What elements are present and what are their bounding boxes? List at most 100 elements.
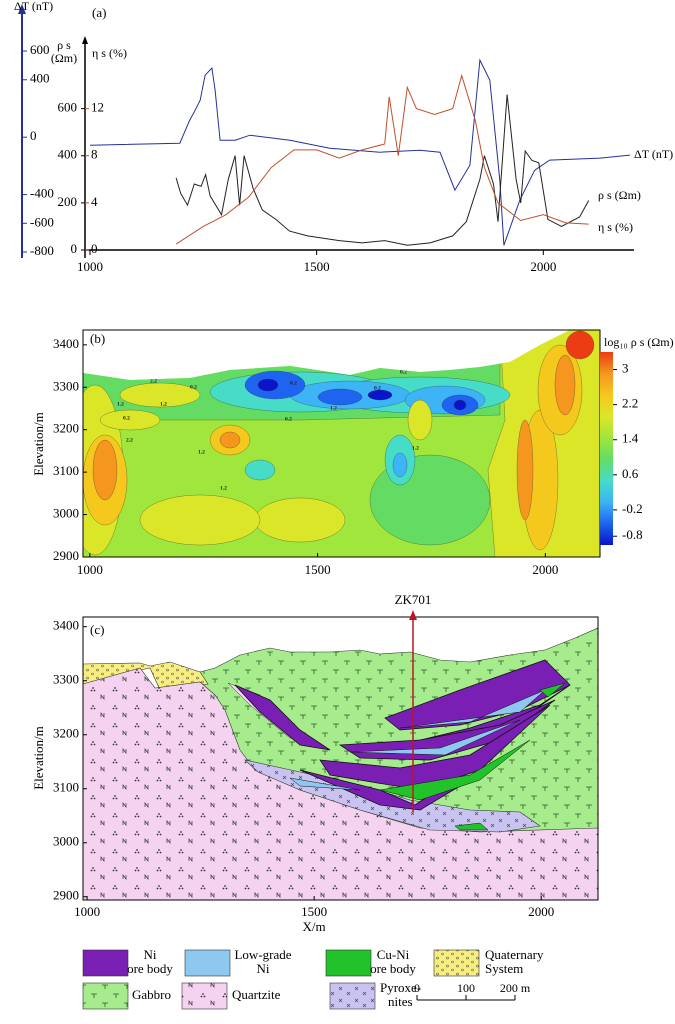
colorbar-tick-label: -0.8 <box>622 527 643 542</box>
panel-label: (b) <box>90 331 105 346</box>
legend-swatch <box>82 949 129 977</box>
legend-label: Ni <box>257 961 270 976</box>
y2-tick-label: 200 <box>58 194 78 209</box>
contour-band <box>407 399 433 441</box>
scale-bar-ticks <box>416 995 516 1000</box>
axis-arrow <box>82 36 88 44</box>
contour-label: 0.2 <box>190 384 197 390</box>
legend-label: System <box>485 961 523 976</box>
y-tick-label: 3300 <box>53 378 79 393</box>
panel-label: (a) <box>92 5 106 20</box>
contour-band <box>565 330 595 360</box>
scale-label: 0 <box>414 981 420 995</box>
legend-swatch <box>433 949 480 977</box>
contour-band <box>317 388 363 406</box>
legend-label: Pyroxe- <box>380 980 421 995</box>
y2-tick-label: 400 <box>58 147 78 162</box>
colorbar <box>600 352 613 545</box>
panel-label: (c) <box>90 622 104 637</box>
cu-ni-ore-body <box>539 682 566 698</box>
contour-label: 1.2 <box>117 401 124 407</box>
legend-label: Gabbro <box>132 987 171 1002</box>
contour-label: 1.2 <box>330 405 337 411</box>
y-tick-label: 3200 <box>53 421 79 436</box>
contour-band <box>119 382 201 408</box>
section-field <box>83 627 598 900</box>
contour-band <box>554 354 576 416</box>
scale-label: 100 <box>457 981 475 995</box>
ni-ore-body <box>384 659 571 731</box>
y2-tick-label: 600 <box>58 100 78 115</box>
series-label: η s (%) <box>598 220 633 234</box>
contour-label: 1.2 <box>160 401 167 407</box>
low-grade-ni <box>289 777 361 791</box>
legend-swatch <box>82 982 129 1010</box>
contour-label: 0.2 <box>374 385 381 391</box>
y3-tick-label: 4 <box>91 194 98 209</box>
x-tick-label: 1500 <box>304 259 330 274</box>
y-tick-label: 3000 <box>53 834 79 849</box>
y2-tick-label: 0 <box>71 241 78 256</box>
contour-band <box>367 389 393 401</box>
y-tick-label: 3300 <box>53 672 79 687</box>
colorbar-title: log₁₀ ρ s (Ωm) <box>604 335 674 349</box>
x-tick-label: 2000 <box>532 562 558 577</box>
y-tick-label: 3100 <box>53 780 79 795</box>
y3-tick-label: 12 <box>91 100 104 115</box>
legend-label: Quaternary <box>485 947 544 962</box>
x-tick-label: 1000 <box>77 259 103 274</box>
x-tick-label: 1000 <box>77 562 103 577</box>
contour-band <box>139 494 261 546</box>
legend-label: ore body <box>370 961 416 976</box>
contour-label: 2.2 <box>126 437 133 443</box>
legend-label: Ni <box>144 947 157 962</box>
colorbar-tick-label: 3 <box>622 361 629 376</box>
contour-label: 1.2 <box>198 449 205 455</box>
legend-label: Cu-Ni <box>377 947 410 962</box>
contour-band <box>92 439 118 501</box>
y-tick-label: 2900 <box>53 548 79 563</box>
legend-swatch <box>329 982 376 1010</box>
y-tick-label: 3100 <box>53 463 79 478</box>
legend-label: Low-grade <box>234 947 291 962</box>
y-tick-label: 3400 <box>53 618 79 633</box>
borehole-arrow <box>409 610 417 620</box>
series-line <box>175 73 589 245</box>
y2-axis-title: (Ωm) <box>51 51 77 65</box>
x-tick-label: 2000 <box>528 904 554 919</box>
contour-label: 2.2 <box>150 378 157 384</box>
legend-label: Quartzite <box>232 987 281 1002</box>
contour-band <box>516 419 534 521</box>
y3-tick-label: 8 <box>91 147 98 162</box>
x-tick-label: 1500 <box>305 562 331 577</box>
y-tick-label: 0 <box>30 128 37 143</box>
y3-tick-label: 0 <box>91 241 98 256</box>
x-axis-title: X/m <box>302 919 325 934</box>
y2-axis-title: ρ s <box>57 38 71 52</box>
colorbar-tick-label: -0.2 <box>622 501 643 516</box>
y-tick-label: 3000 <box>53 506 79 521</box>
y-axis-title: Elevation/m <box>31 412 46 476</box>
x-tick-label: 1500 <box>301 904 327 919</box>
contour-band <box>257 378 279 392</box>
y3-axis-title: η s (%) <box>92 46 127 60</box>
contour-band <box>99 409 161 431</box>
y-axis-title: ΔT (nT) <box>14 0 53 13</box>
y-tick-label: -800 <box>30 243 54 258</box>
legend-label: ore body <box>127 961 173 976</box>
contour-label: 0.2 <box>290 380 297 386</box>
contour-band <box>392 452 408 478</box>
contour-band <box>254 497 346 543</box>
y-tick-label: 2900 <box>53 888 79 903</box>
contour-band <box>244 459 276 481</box>
ni-ore-body <box>319 704 551 791</box>
series-line <box>89 58 630 246</box>
legend-swatch <box>325 949 372 977</box>
y-tick-label: -600 <box>30 214 54 229</box>
y-tick-label: 600 <box>30 42 50 57</box>
y-axis-title: Elevation/m <box>31 726 46 790</box>
colorbar-tick-label: 2.2 <box>622 396 638 411</box>
colorbar-tick-label: 1.4 <box>622 431 639 446</box>
legend-label: nites <box>388 994 413 1009</box>
series-label: ΔT (nT) <box>634 147 673 161</box>
